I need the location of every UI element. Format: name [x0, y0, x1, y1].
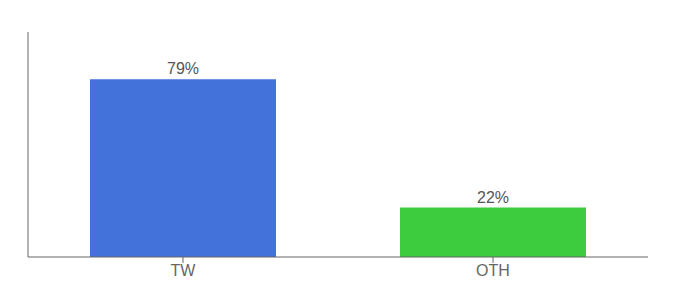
- svg-text:TW: TW: [171, 262, 197, 279]
- svg-text:OTH: OTH: [476, 262, 510, 279]
- svg-text:22%: 22%: [477, 189, 509, 206]
- svg-text:79%: 79%: [167, 60, 199, 77]
